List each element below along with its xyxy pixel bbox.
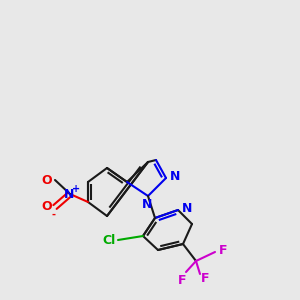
Text: N: N bbox=[64, 188, 74, 200]
Text: O: O bbox=[42, 200, 52, 214]
Text: N: N bbox=[170, 169, 180, 182]
Text: N: N bbox=[182, 202, 192, 214]
Text: F: F bbox=[219, 244, 227, 257]
Text: O: O bbox=[42, 175, 52, 188]
Text: F: F bbox=[178, 274, 186, 286]
Text: F: F bbox=[201, 272, 209, 284]
Text: Cl: Cl bbox=[102, 233, 116, 247]
Text: -: - bbox=[51, 210, 55, 220]
Text: N: N bbox=[142, 199, 152, 212]
Text: +: + bbox=[72, 184, 80, 194]
